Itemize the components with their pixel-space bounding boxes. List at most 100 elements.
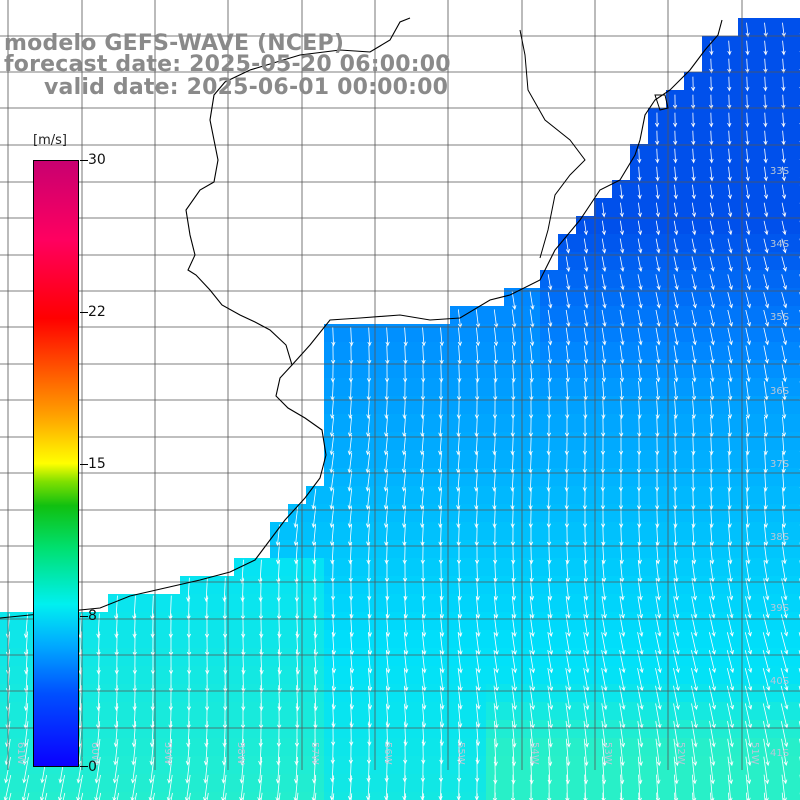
wind-arrow — [184, 774, 191, 800]
wind-arrow — [763, 112, 768, 128]
wind-arrow — [673, 345, 679, 364]
colorbar-tick — [80, 312, 88, 313]
wind-arrow — [781, 792, 784, 800]
wind-speed-cell — [792, 738, 800, 757]
wind-arrow — [475, 632, 481, 656]
wind-arrow — [348, 399, 353, 420]
colorbar-unit-label: [m/s] — [33, 133, 67, 148]
wind-arrow — [727, 94, 732, 110]
wind-arrow — [709, 720, 716, 748]
colorbar-tick — [80, 464, 88, 465]
wind-arrow — [476, 793, 478, 800]
wind-arrow — [403, 327, 408, 347]
longitude-label: 56W — [382, 742, 393, 765]
wind-arrow — [673, 720, 680, 748]
wind-arrow — [745, 292, 751, 309]
wind-arrow — [727, 434, 732, 456]
wind-arrow — [709, 292, 715, 309]
wind-arrow — [619, 292, 625, 309]
wind-arrow — [655, 756, 661, 785]
wind-arrow — [691, 399, 696, 420]
wind-arrow — [365, 470, 371, 492]
wind-arrow — [295, 613, 300, 639]
wind-arrow — [673, 274, 679, 291]
wind-arrow — [655, 416, 660, 438]
wind-arrow — [619, 596, 625, 619]
wind-arrow — [277, 613, 282, 639]
wind-arrow — [457, 596, 463, 620]
wind-arrow — [366, 416, 371, 438]
wind-speed-cell — [792, 540, 800, 559]
wind-arrow — [655, 327, 661, 346]
wind-arrow — [493, 632, 499, 656]
wind-arrow — [475, 596, 481, 619]
wind-arrow — [745, 40, 750, 56]
wind-arrow — [565, 632, 572, 656]
wind-arrow — [312, 739, 317, 766]
wind-arrow — [691, 94, 696, 110]
wind-arrow — [672, 94, 678, 110]
wind-arrow — [745, 58, 750, 74]
wind-arrow — [763, 130, 768, 146]
wind-arrow — [347, 470, 353, 492]
wind-arrow — [402, 399, 407, 420]
wind-arrow — [529, 614, 535, 638]
wind-arrow — [148, 774, 155, 800]
wind-arrow — [673, 130, 678, 146]
wind-arrow — [601, 202, 606, 218]
wind-arrow — [619, 632, 626, 656]
wind-arrow — [690, 650, 698, 674]
wind-arrow — [386, 793, 389, 800]
wind-arrow — [457, 649, 463, 674]
wind-arrow — [674, 792, 676, 800]
wind-arrow — [763, 792, 766, 800]
wind-arrow — [565, 327, 571, 346]
wind-arrow — [709, 274, 715, 291]
wind-arrow — [511, 756, 516, 785]
wind-arrow — [221, 774, 227, 800]
wind-arrow — [727, 524, 733, 547]
wind-arrow — [727, 399, 733, 420]
wind-arrow — [709, 220, 715, 236]
wind-arrow — [727, 40, 732, 56]
latitude-label: 36S — [770, 386, 789, 397]
wind-arrow — [384, 399, 389, 420]
wind-arrow — [745, 721, 752, 748]
wind-speed-cell — [792, 558, 800, 577]
wind-arrow — [149, 739, 155, 766]
wind-speed-cell — [792, 396, 800, 415]
wind-arrow — [259, 685, 264, 712]
wind-arrow — [511, 291, 517, 310]
wind-arrow — [691, 416, 696, 438]
wind-speed-cell — [252, 792, 271, 800]
wind-arrow — [314, 792, 317, 800]
wind-arrow — [763, 756, 770, 785]
wind-speed-cell — [792, 450, 800, 469]
wind-arrow — [583, 238, 589, 254]
wind-arrow — [365, 488, 371, 510]
wind-arrow — [602, 792, 604, 800]
wind-arrow — [763, 58, 768, 74]
wind-arrow — [367, 327, 372, 347]
wind-arrow — [601, 309, 607, 328]
wind-arrow — [637, 720, 644, 748]
wind-arrow — [781, 399, 787, 420]
wind-arrow — [709, 94, 714, 110]
wind-arrow — [727, 148, 732, 164]
wind-arrow — [691, 363, 697, 383]
wind-arrow — [367, 649, 373, 674]
wind-arrow — [637, 416, 642, 438]
wind-arrow — [547, 292, 553, 309]
wind-arrow — [744, 667, 753, 692]
wind-arrow — [368, 793, 371, 800]
wind-arrow — [691, 309, 697, 328]
colorbar-tick — [80, 160, 88, 161]
wind-arrow — [114, 667, 119, 693]
wind-arrow — [637, 238, 643, 254]
wind-arrow — [565, 720, 571, 748]
wind-arrow — [655, 130, 660, 146]
wind-arrow — [781, 524, 787, 547]
wind-arrow — [745, 756, 752, 785]
wind-arrow — [311, 774, 317, 800]
wind-arrow — [763, 416, 768, 438]
